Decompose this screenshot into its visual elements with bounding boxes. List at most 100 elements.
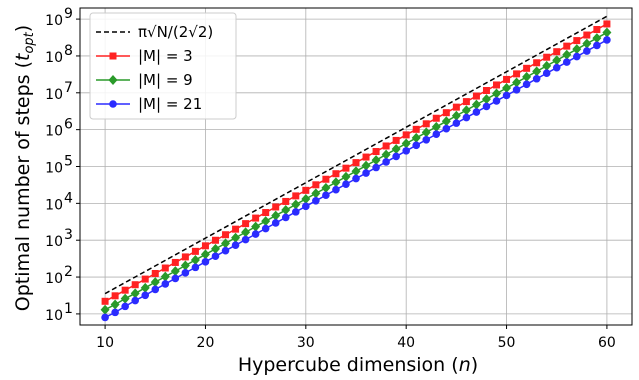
data-point <box>231 232 241 243</box>
data-point <box>322 175 330 183</box>
y-tick-exponent: 2 <box>64 264 73 280</box>
data-point <box>301 193 311 204</box>
data-point <box>562 58 571 66</box>
data-point <box>603 36 611 44</box>
data-point <box>251 221 261 232</box>
data-point <box>262 209 270 217</box>
data-point <box>532 74 541 83</box>
data-point <box>101 313 109 322</box>
data-point <box>311 188 321 199</box>
data-point <box>281 205 291 216</box>
series-group <box>100 15 612 322</box>
data-point <box>442 124 451 133</box>
data-point <box>532 66 542 77</box>
data-point <box>432 114 440 122</box>
data-point <box>513 70 521 78</box>
data-point <box>502 83 512 94</box>
data-point <box>191 263 200 272</box>
data-point <box>492 97 501 105</box>
data-point <box>381 149 391 160</box>
data-point <box>141 275 149 283</box>
data-point <box>512 77 522 88</box>
data-point <box>371 155 381 166</box>
x-axis-label: Hypercube dimension (n) <box>238 354 478 376</box>
data-point <box>422 120 430 128</box>
data-point <box>271 210 281 221</box>
data-point <box>110 299 120 310</box>
x-tick-label: 60 <box>598 335 616 351</box>
data-point <box>201 242 209 250</box>
data-point <box>552 55 562 66</box>
data-point <box>573 37 581 45</box>
data-point <box>412 125 420 133</box>
y-tick-exponent: 6 <box>64 117 73 133</box>
data-point <box>602 27 612 38</box>
data-point <box>141 291 150 300</box>
data-point <box>352 159 360 167</box>
data-point <box>431 121 441 132</box>
data-point <box>553 48 561 56</box>
y-tick-exponent: 3 <box>64 227 73 243</box>
data-point <box>503 75 511 83</box>
data-point <box>261 216 271 227</box>
data-point <box>533 59 541 67</box>
data-point <box>372 163 380 172</box>
y-tick-exponent: 5 <box>64 154 73 170</box>
legend-marker <box>109 100 117 108</box>
data-point <box>211 252 220 261</box>
data-point <box>523 64 531 72</box>
data-point <box>241 227 251 238</box>
series-2 <box>100 27 612 315</box>
data-point <box>522 80 531 89</box>
data-point <box>522 71 532 82</box>
data-point <box>332 170 340 178</box>
legend-label: |M| = 21 <box>138 95 202 113</box>
y-tick-label: 10 <box>45 87 63 103</box>
data-point <box>362 153 370 161</box>
data-point <box>331 177 341 188</box>
data-point <box>312 196 320 205</box>
data-point <box>391 144 401 155</box>
data-point <box>231 241 240 249</box>
data-point <box>281 213 290 222</box>
data-point <box>150 277 160 288</box>
data-point <box>180 260 190 271</box>
legend-item-2: |M| = 9 <box>96 71 193 89</box>
data-point <box>291 199 301 210</box>
series-3 <box>101 36 611 322</box>
legend-label: |M| = 3 <box>138 47 193 65</box>
data-point <box>111 308 119 317</box>
data-point <box>161 264 169 272</box>
legend-label: |M| = 9 <box>138 71 193 89</box>
data-point <box>232 225 240 233</box>
data-point <box>582 38 592 49</box>
x-tick-label: 10 <box>96 335 114 351</box>
x-tick-label: 50 <box>498 335 516 351</box>
y-tick-label: 10 <box>45 308 63 324</box>
data-point <box>151 269 159 277</box>
data-point <box>201 258 210 266</box>
data-point <box>351 166 361 177</box>
data-point <box>472 108 481 116</box>
data-point <box>131 296 139 305</box>
data-point <box>492 88 502 99</box>
data-point <box>211 236 219 244</box>
y-tick-label: 10 <box>45 234 63 250</box>
data-point <box>552 63 561 72</box>
y-tick-label: 10 <box>45 271 63 287</box>
series-1 <box>101 20 611 305</box>
data-point <box>181 253 189 261</box>
data-point <box>411 132 421 143</box>
data-point <box>242 220 250 228</box>
data-point <box>481 94 491 105</box>
x-axis: 10 20 30 40 50 60 <box>96 325 616 351</box>
data-point <box>593 41 601 50</box>
data-point <box>392 136 400 144</box>
data-point <box>452 103 460 111</box>
data-point <box>251 230 260 238</box>
legend-item-1: |M| = 3 <box>96 47 193 65</box>
data-point <box>512 86 521 94</box>
legend-label: π√N/(2√2) <box>138 23 213 41</box>
data-point <box>543 53 551 61</box>
